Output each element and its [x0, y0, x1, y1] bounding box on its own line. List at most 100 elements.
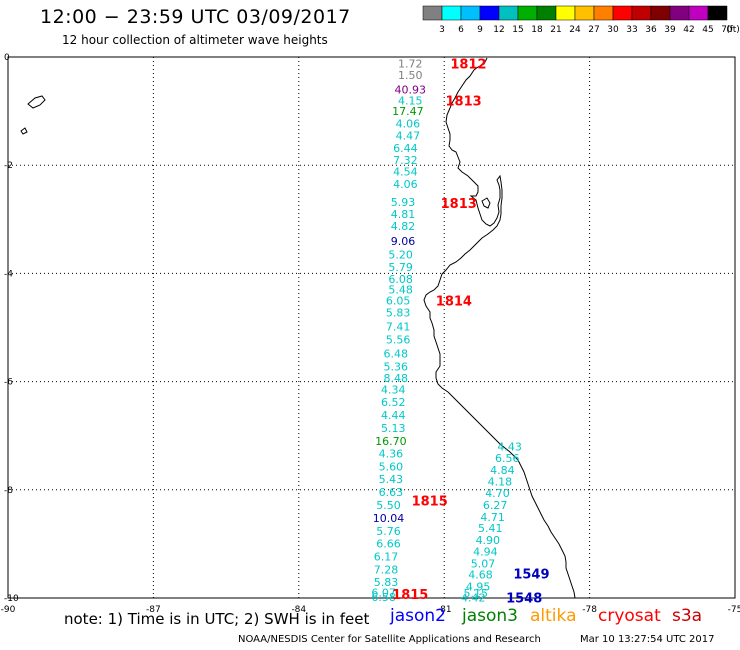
swh-value: 4.54	[393, 166, 418, 179]
x-tick-label: -90	[1, 605, 16, 615]
y-tick-label: -8	[4, 486, 13, 496]
x-tick-label: -78	[582, 605, 597, 615]
swh-value: 16.70	[375, 435, 407, 448]
swh-value: 4.71	[480, 511, 505, 524]
axis-ticks: -90 -87 -84 -81 -78 -75 0 -2 -4 -6 -8 -10	[1, 53, 740, 615]
pass-time-label: 1548	[506, 591, 542, 606]
pass-time-label: 1815	[392, 588, 428, 603]
x-tick-label: -75	[728, 605, 740, 615]
swh-value: 6.48	[383, 347, 408, 360]
legend-altika: altika	[530, 606, 577, 626]
swh-value: 5.76	[376, 525, 401, 538]
swh-value: 4.84	[490, 464, 515, 477]
swh-value: 5.07	[471, 557, 496, 570]
color-scale-label: 33	[626, 25, 637, 35]
swh-value: 7.28	[374, 563, 399, 576]
swh-value: 7.41	[386, 320, 411, 333]
swh-value: 4.36	[379, 448, 404, 461]
swh-value: 6.52	[381, 396, 406, 409]
y-tick-label: -6	[4, 378, 13, 388]
swh-value: 8.48	[383, 372, 408, 385]
swh-value: 4.18	[488, 476, 513, 489]
color-scale-label: 45	[702, 25, 713, 35]
x-tick-label: -81	[437, 605, 452, 615]
swh-value: 4.94	[473, 545, 498, 558]
swh-value: 1.50	[398, 69, 423, 82]
swh-value: 5.20	[388, 248, 413, 261]
swh-value: 4.06	[393, 178, 418, 191]
swh-value: 5.83	[386, 306, 411, 319]
swh-value: 6.56	[495, 452, 520, 465]
coastline-small-island	[20, 127, 28, 135]
pass-time-label: 1813	[445, 94, 481, 109]
swh-value: 6.08	[388, 273, 413, 286]
chart-title: 12:00 − 23:59 UTC 03/09/2017	[40, 6, 351, 28]
color-scale-label: 21	[550, 25, 561, 35]
color-scale-label: 36	[645, 25, 657, 35]
altimeter-tracks: 1.721.5040.934.1517.474.064.476.447.324.…	[371, 57, 549, 606]
color-scale-label: 27	[588, 25, 599, 35]
swh-value: 5.79	[388, 261, 413, 274]
swh-value: 6.17	[374, 550, 399, 563]
swh-value: 40.93	[395, 83, 427, 96]
swh-value: 9.06	[391, 235, 416, 248]
footer-agency: NOAA/NESDIS Center for Satellite Applica…	[238, 634, 541, 645]
footer-timestamp: Mar 10 13:27:54 UTC 2017	[580, 634, 715, 645]
color-scale-label: (ft)	[726, 25, 740, 35]
pass-time-label: 1813	[441, 197, 477, 212]
y-tick-label: 0	[4, 53, 10, 63]
swh-value: 4.44	[381, 409, 406, 422]
swh-value: 5.48	[388, 284, 413, 297]
pass-time-label: 1812	[450, 57, 486, 72]
swh-value: 6.05	[386, 294, 411, 307]
pass-time-label: 1549	[513, 568, 549, 583]
legend-jason3: jason3	[462, 606, 518, 626]
swh-value: 4.68	[468, 569, 493, 582]
pass-time-label: 1815	[412, 495, 448, 510]
gridlines	[8, 57, 735, 598]
x-tick-label: -84	[291, 605, 306, 615]
coastline-gulf-island	[481, 197, 491, 209]
swh-value: 5.41	[478, 522, 503, 535]
swh-value: 4.15	[398, 94, 423, 107]
swh-value: 6.27	[483, 499, 508, 512]
map-frame	[7, 56, 736, 599]
swh-value: 5.56	[386, 333, 411, 346]
note-text: note: 1) Time is in UTC; 2) SWH is in fe…	[64, 610, 370, 628]
swh-value: 5.43	[379, 473, 404, 486]
swh-value: 6.66	[376, 537, 401, 550]
y-tick-label: -10	[4, 594, 19, 604]
legend-s3a: s3a	[672, 606, 703, 626]
swh-value: 10.04	[373, 512, 405, 525]
color-scale-label: 3	[439, 25, 445, 35]
color-scale-label: 42	[683, 25, 694, 35]
color-scale-label: 70	[721, 25, 733, 35]
x-tick-label: -87	[146, 605, 161, 615]
color-swatch	[707, 5, 728, 21]
swh-value: 4.06	[396, 118, 421, 131]
swh-value: 4.95	[466, 581, 491, 594]
color-scale-label: 9	[477, 25, 483, 35]
swh-value: 5.93	[391, 196, 416, 209]
legend-cryosat: cryosat	[598, 606, 661, 626]
color-scale-label: 12	[493, 25, 504, 35]
swh-value: 4.43	[497, 441, 522, 454]
color-scale-label: 39	[664, 25, 676, 35]
swh-value: 4.42	[461, 591, 486, 604]
color-scale-label: 6	[458, 25, 464, 35]
y-tick-label: -4	[4, 269, 13, 279]
color-scale-label: 15	[512, 25, 523, 35]
coastline-mainland	[423, 57, 576, 599]
swh-value: 4.34	[381, 384, 406, 397]
swh-value: 5.36	[383, 360, 408, 373]
swh-value: 7.32	[393, 154, 418, 167]
swh-value: 4.82	[391, 220, 416, 233]
swh-value: 5.60	[379, 461, 404, 474]
color-scale-label: 24	[569, 25, 581, 35]
swh-value: 6.44	[393, 142, 418, 155]
swh-value: 4.70	[485, 487, 510, 500]
coastline-galapagos-island	[27, 95, 46, 109]
y-tick-label: -2	[4, 161, 13, 171]
swh-value: 5.13	[381, 422, 406, 435]
